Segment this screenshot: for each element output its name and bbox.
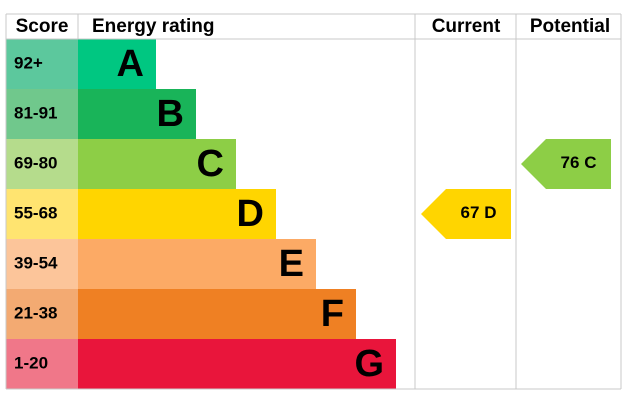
current-value: 67 [461, 203, 480, 222]
score-range: 81-91 [14, 103, 57, 122]
score-cell [6, 339, 78, 389]
rating-bar [78, 39, 156, 89]
potential-value: 76 [561, 153, 580, 172]
score-cell [6, 139, 78, 189]
rating-header: Energy rating [92, 16, 214, 37]
rating-bar [78, 139, 236, 189]
rating-bar [78, 239, 316, 289]
current-rating: 67 D [461, 203, 497, 222]
score-range: 55-68 [14, 203, 57, 222]
score-cell [6, 289, 78, 339]
rating-bar [78, 339, 396, 389]
current-arrow [421, 189, 511, 239]
potential-arrow [521, 139, 611, 189]
rating-letter: D [237, 193, 264, 235]
score-range: 39-54 [14, 253, 58, 272]
current-letter: D [484, 203, 496, 222]
score-range: 1-20 [14, 353, 48, 372]
score-cell [6, 239, 78, 289]
rating-letter: B [157, 93, 184, 135]
rating-bar [78, 189, 276, 239]
score-cell [6, 39, 78, 89]
current-header: Current [432, 16, 501, 37]
rating-letter: G [354, 343, 384, 385]
rating-letter: F [321, 293, 344, 335]
score-cell [6, 89, 78, 139]
rating-bar [78, 89, 196, 139]
potential-rating: 76 C [561, 153, 597, 172]
potential-letter: C [584, 153, 596, 172]
score-range: 21-38 [14, 303, 57, 322]
score-range: 69-80 [14, 153, 57, 172]
rating-bar [78, 289, 356, 339]
score-cell [6, 189, 78, 239]
score-header: Score [16, 16, 69, 37]
rating-letter: E [279, 243, 304, 285]
rating-letter: C [197, 143, 224, 185]
potential-header: Potential [530, 16, 610, 37]
rating-letter: A [117, 43, 144, 85]
score-range: 92+ [14, 53, 43, 72]
